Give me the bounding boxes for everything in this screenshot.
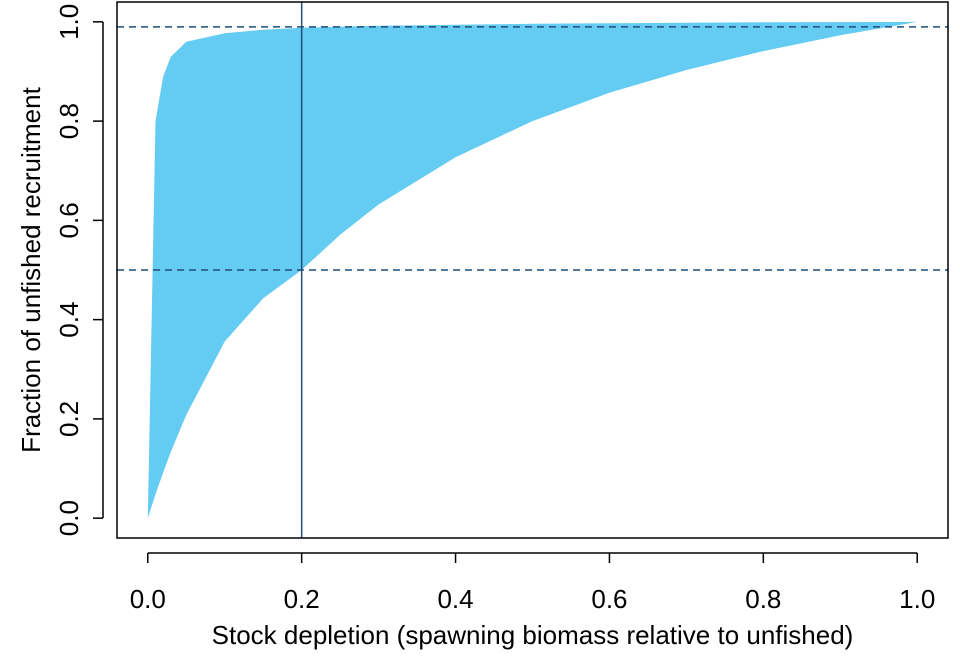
- x-axis-label: Stock depletion (spawning biomass relati…: [212, 620, 854, 650]
- y-tick-label: 0.4: [54, 302, 84, 338]
- reference-lines-layer: [117, 2, 948, 538]
- x-tick-label: 0.2: [284, 584, 320, 614]
- x-tick-label: 0.4: [437, 584, 473, 614]
- y-axis: 0.0 0.2 0.4 0.6 0.8 1.0: [54, 4, 104, 536]
- x-axis: 0.0 0.2 0.4 0.6 0.8 1.0: [130, 552, 935, 614]
- y-tick-label: 1.0: [54, 4, 84, 40]
- y-axis-label: Fraction of unfished recruitment: [16, 86, 46, 452]
- recruitment-band-layer: [147, 21, 918, 519]
- plot-frame: [116, 1, 949, 539]
- y-tick-label: 0.6: [54, 202, 84, 238]
- x-tick-label: 0.0: [130, 584, 166, 614]
- x-tick-label: 0.8: [745, 584, 781, 614]
- x-tick-label: 1.0: [899, 584, 935, 614]
- y-tick-label: 0.8: [54, 103, 84, 139]
- x-tick-label: 0.6: [591, 584, 627, 614]
- recruitment-band: [147, 21, 918, 519]
- y-tick-label: 0.0: [54, 500, 84, 536]
- y-tick-label: 0.2: [54, 401, 84, 437]
